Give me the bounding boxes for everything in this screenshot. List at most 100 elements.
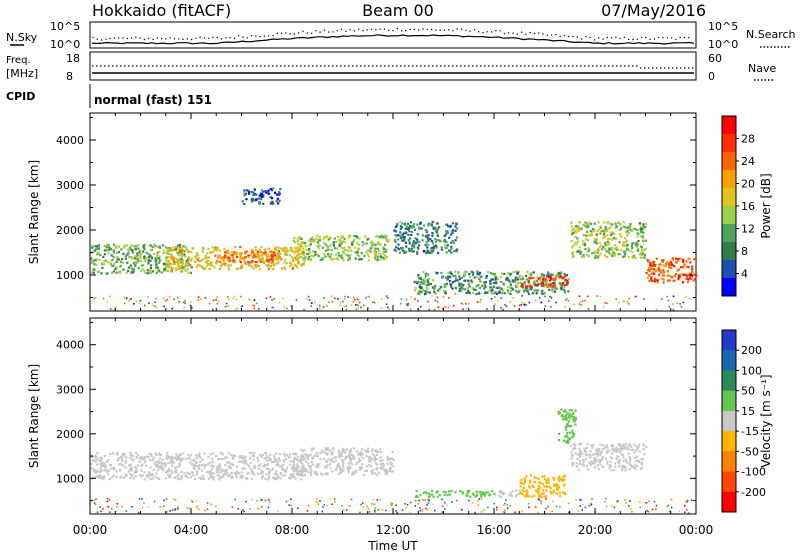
echo-cell xyxy=(381,462,384,465)
echo-cell xyxy=(599,459,602,462)
echo-cell xyxy=(256,255,259,259)
echo-cell xyxy=(628,462,631,465)
echo-cell xyxy=(452,229,455,232)
echo-cell xyxy=(122,252,125,255)
n-search-point xyxy=(606,36,608,39)
echo-cell xyxy=(490,278,493,281)
echo-cell xyxy=(620,445,623,448)
noise-cell xyxy=(631,511,633,513)
echo-cell xyxy=(290,475,293,478)
echo-cell xyxy=(649,263,652,266)
echo-cell xyxy=(221,476,224,479)
echo-cell xyxy=(595,254,598,257)
echo-cell xyxy=(314,253,317,256)
echo-cell xyxy=(562,286,565,289)
echo-cell xyxy=(622,443,625,446)
noise-cell xyxy=(147,296,149,299)
echo-cell xyxy=(542,280,545,283)
echo-cell xyxy=(100,465,103,468)
echo-cell xyxy=(147,261,150,264)
noise-cell xyxy=(686,499,689,502)
echo-cell xyxy=(108,248,111,251)
noise-cell xyxy=(306,510,309,512)
noise-cell xyxy=(540,502,543,505)
echo-cell xyxy=(586,443,589,446)
echo-cell xyxy=(533,476,536,479)
echo-cell xyxy=(156,266,159,269)
echo-cell xyxy=(186,476,189,479)
echo-cell xyxy=(344,451,347,454)
echo-cell xyxy=(109,247,112,250)
n-search-point xyxy=(430,28,433,31)
echo-cell xyxy=(369,241,373,244)
echo-cell xyxy=(383,258,386,261)
noise-cell xyxy=(240,295,242,298)
echo-cell xyxy=(170,472,173,475)
echo-cell xyxy=(571,246,574,249)
echo-cell xyxy=(560,284,563,287)
echo-cell xyxy=(516,282,519,285)
echo-cell xyxy=(549,487,552,490)
echo-cell xyxy=(581,453,584,456)
echo-cell xyxy=(267,263,270,266)
noise-cell xyxy=(669,510,671,513)
echo-cell xyxy=(562,410,565,413)
echo-cell xyxy=(249,461,252,465)
echo-cell xyxy=(119,265,122,268)
echo-cell xyxy=(267,192,270,195)
noise-cell xyxy=(350,498,353,501)
noise-cell xyxy=(154,301,156,303)
echo-cell xyxy=(637,446,640,449)
noise-cell xyxy=(318,304,321,307)
echo-cell xyxy=(100,476,103,480)
echo-cell xyxy=(129,256,132,259)
echo-cell xyxy=(605,444,608,447)
echo-cell xyxy=(445,282,449,285)
echo-cell xyxy=(112,270,115,273)
echo-cell xyxy=(289,463,292,466)
echo-cell xyxy=(351,463,354,466)
echo-cell xyxy=(312,447,315,450)
noise-cell xyxy=(460,302,463,305)
echo-cell xyxy=(571,432,574,435)
echo-cell xyxy=(296,237,299,240)
n-search-point xyxy=(233,37,236,40)
echo-cell xyxy=(568,415,571,418)
echo-cell xyxy=(248,465,251,468)
echo-cell xyxy=(547,271,550,274)
echo-cell xyxy=(180,474,183,477)
echo-cell xyxy=(143,456,146,459)
echo-cell xyxy=(479,491,482,494)
echo-cell xyxy=(685,273,688,276)
echo-cell xyxy=(254,246,257,249)
noise-cell xyxy=(643,298,645,300)
echo-cell xyxy=(217,474,221,477)
echo-cell xyxy=(319,472,323,475)
noise-cell xyxy=(477,499,480,502)
echo-cell xyxy=(599,252,602,256)
echo-cell xyxy=(364,449,367,452)
echo-cell xyxy=(294,470,297,473)
echo-cell xyxy=(636,447,639,450)
noise-cell xyxy=(216,296,218,298)
echo-cell xyxy=(112,452,115,455)
echo-cell xyxy=(331,470,334,473)
echo-cell xyxy=(396,222,399,225)
noise-cell xyxy=(626,301,628,304)
echo-cell xyxy=(599,232,602,235)
n-search-point xyxy=(250,35,253,37)
echo-cell xyxy=(627,225,630,228)
echo-cell xyxy=(643,256,646,259)
echo-cell xyxy=(293,475,296,478)
echo-cell xyxy=(651,279,654,282)
echo-cell xyxy=(592,453,595,456)
echo-cell xyxy=(587,222,590,226)
echo-cell xyxy=(403,251,406,254)
echo-cell xyxy=(278,250,281,253)
echo-cell xyxy=(564,291,567,294)
echo-cell xyxy=(274,256,277,259)
echo-cell xyxy=(338,244,341,247)
echo-cell xyxy=(211,251,214,254)
echo-cell xyxy=(296,251,300,254)
echo-cell xyxy=(280,258,283,261)
